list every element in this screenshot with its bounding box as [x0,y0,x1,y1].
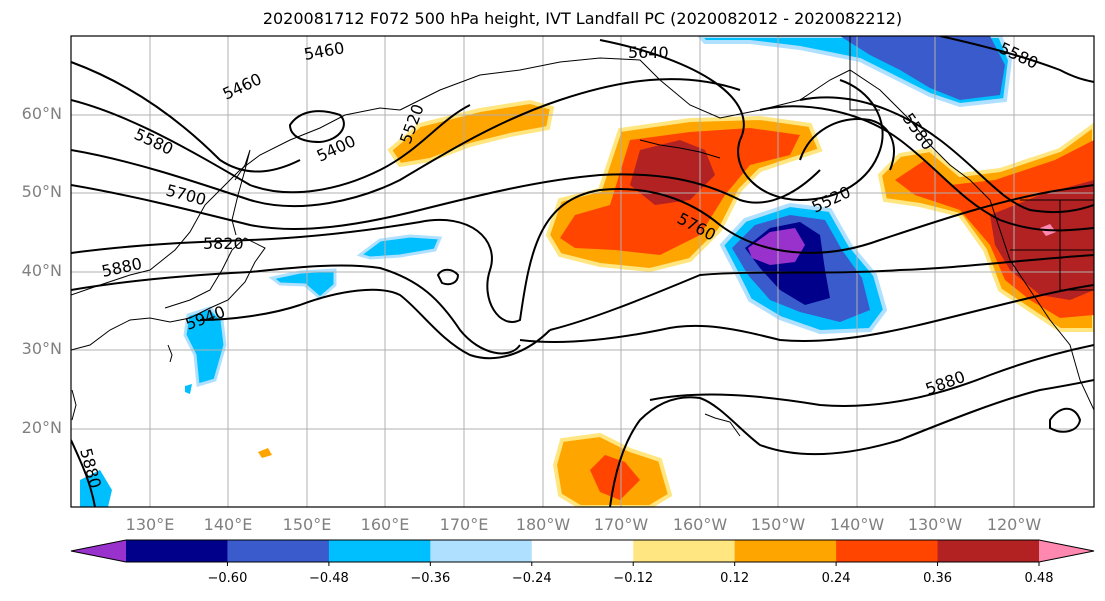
colorbar-tick-label: −0.48 [308,571,349,586]
colorbar-tick-label: −0.60 [207,571,248,586]
map-frame [70,35,1095,508]
lon-label: 140°E [203,515,253,534]
lon-label: 170°W [593,515,649,534]
lon-label: 130°W [907,515,963,534]
ivt-negative-shading [80,36,1013,507]
lat-label: 20°N [21,418,62,437]
colorbar-tick-label: 0.36 [923,571,953,586]
contour-label: 5820 [203,234,244,253]
lat-label: 30°N [21,339,62,358]
lat-label: 50°N [21,182,62,201]
lat-label: 60°N [21,104,62,123]
lon-label: 150°E [282,515,332,534]
map-title: 2020081712 F072 500 hPa height, IVT Land… [262,9,903,28]
lon-label: 160°E [360,515,410,534]
lon-label: 120°W [986,515,1042,534]
contour-label: 5640 [628,43,669,62]
colorbar-tick-label: −0.36 [410,571,451,586]
lat-label: 40°N [21,261,62,280]
height-contours [71,36,1094,507]
lon-label: 140°W [829,515,885,534]
colorbar-tick-label: −0.12 [613,571,654,586]
lon-label: 180°W [515,515,571,534]
lon-label: 160°W [672,515,728,534]
lon-label: 170°E [439,515,489,534]
ivt-positive-shading [258,99,1094,507]
colorbar-tick-label: 0.48 [1024,571,1054,586]
colorbar-tick-label: 0.24 [821,571,851,586]
colorbar-tick-label: −0.24 [511,571,552,586]
lon-label: 150°W [750,515,806,534]
lon-label: 130°E [125,515,175,534]
colorbar-tick-label: 0.12 [720,571,750,586]
